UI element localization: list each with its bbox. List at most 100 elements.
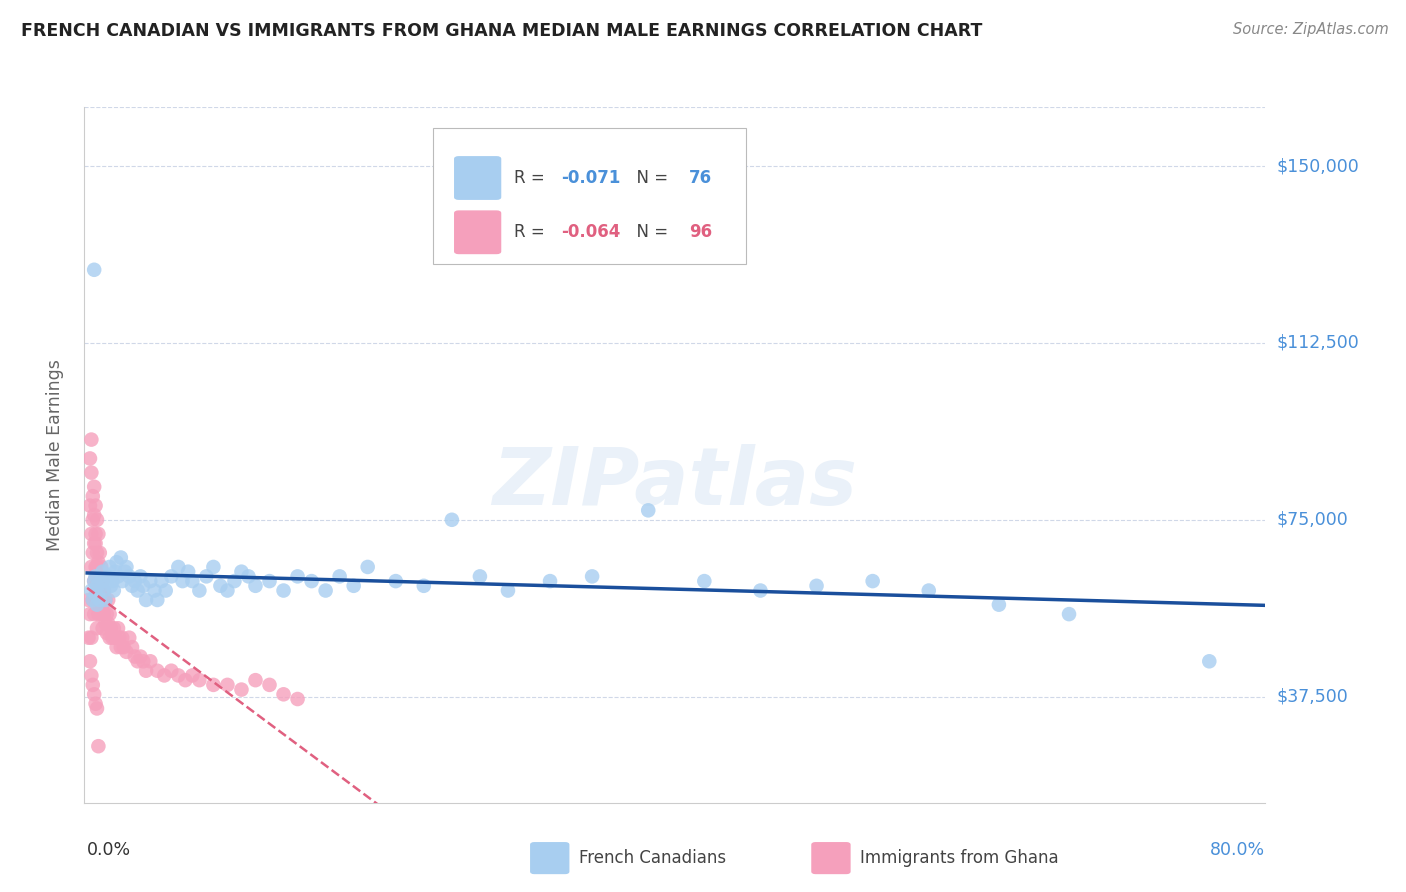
Point <box>181 668 204 682</box>
Point <box>86 513 108 527</box>
Point <box>82 513 104 527</box>
Point <box>259 574 281 588</box>
Point <box>637 503 659 517</box>
Point <box>82 593 104 607</box>
Point <box>80 668 103 682</box>
Point <box>79 499 101 513</box>
Point <box>89 593 111 607</box>
Text: R =: R = <box>515 223 550 241</box>
Point <box>105 555 128 569</box>
Text: $75,000: $75,000 <box>1277 511 1348 529</box>
Point <box>94 593 117 607</box>
Point <box>217 678 239 692</box>
Point <box>98 607 121 621</box>
Point <box>84 527 107 541</box>
Text: R =: R = <box>515 169 550 187</box>
Point <box>103 621 125 635</box>
Point <box>83 687 105 701</box>
Point <box>87 527 110 541</box>
Point <box>110 550 132 565</box>
Text: ZIPatlas: ZIPatlas <box>492 443 858 522</box>
Point <box>139 574 162 588</box>
Point <box>93 607 115 621</box>
Point <box>83 536 105 550</box>
Point <box>84 569 107 583</box>
Point <box>143 583 166 598</box>
Point <box>132 654 155 668</box>
Point <box>150 574 173 588</box>
Point <box>91 574 114 588</box>
Point <box>127 583 149 598</box>
Point <box>273 687 295 701</box>
FancyBboxPatch shape <box>454 156 502 200</box>
Point <box>97 593 120 607</box>
Point <box>806 579 828 593</box>
Point <box>202 678 225 692</box>
Point <box>80 631 103 645</box>
Point <box>121 640 143 654</box>
Point <box>93 583 115 598</box>
FancyBboxPatch shape <box>454 211 502 254</box>
Point <box>86 579 108 593</box>
Point <box>79 451 101 466</box>
Point <box>90 607 112 621</box>
Point <box>101 574 124 588</box>
Point <box>538 574 561 588</box>
Point <box>115 645 138 659</box>
Point <box>80 560 103 574</box>
Text: FRENCH CANADIAN VS IMMIGRANTS FROM GHANA MEDIAN MALE EARNINGS CORRELATION CHART: FRENCH CANADIAN VS IMMIGRANTS FROM GHANA… <box>21 22 983 40</box>
Point <box>121 579 143 593</box>
Point <box>80 527 103 541</box>
Point <box>83 508 105 522</box>
Point <box>155 583 177 598</box>
Point <box>209 579 232 593</box>
Point <box>172 574 194 588</box>
Point <box>91 621 114 635</box>
Text: $37,500: $37,500 <box>1277 688 1348 706</box>
Text: Immigrants from Ghana: Immigrants from Ghana <box>860 849 1059 867</box>
Point <box>357 560 380 574</box>
Point <box>195 569 218 583</box>
Point <box>581 569 603 583</box>
Point <box>98 631 121 645</box>
Text: $112,500: $112,500 <box>1277 334 1360 351</box>
Point <box>245 673 267 688</box>
Point <box>287 569 309 583</box>
Point <box>86 593 108 607</box>
Point <box>118 631 141 645</box>
Point <box>174 673 197 688</box>
Point <box>918 583 941 598</box>
Y-axis label: Median Male Earnings: Median Male Earnings <box>45 359 63 551</box>
Point <box>103 583 125 598</box>
Point <box>77 593 100 607</box>
Point <box>412 579 434 593</box>
Point <box>231 565 253 579</box>
Point <box>93 583 115 598</box>
Point <box>101 631 124 645</box>
Point <box>84 588 107 602</box>
Point <box>139 654 162 668</box>
Point <box>146 593 169 607</box>
Point <box>343 579 366 593</box>
Point <box>160 569 183 583</box>
Point <box>315 583 337 598</box>
Point <box>496 583 519 598</box>
Point <box>89 546 111 560</box>
Point <box>83 574 105 588</box>
Point <box>77 631 100 645</box>
Point <box>107 569 129 583</box>
Point <box>79 654 101 668</box>
Text: 76: 76 <box>689 169 713 187</box>
Point <box>100 579 122 593</box>
Point <box>146 664 169 678</box>
Point <box>118 569 141 583</box>
Point <box>82 546 104 560</box>
Point <box>301 574 323 588</box>
Point <box>124 649 146 664</box>
Point <box>135 593 157 607</box>
Point <box>96 607 118 621</box>
Point <box>124 574 146 588</box>
Point <box>188 673 211 688</box>
Point <box>127 654 149 668</box>
Point <box>97 616 120 631</box>
